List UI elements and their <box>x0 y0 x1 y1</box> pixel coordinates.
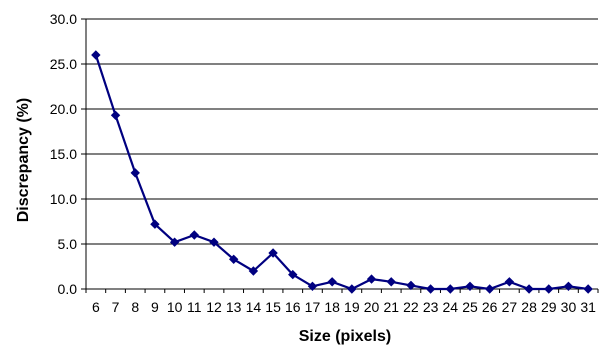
x-tick-label: 22 <box>403 299 419 315</box>
data-point-marker <box>150 219 160 229</box>
data-point-marker <box>504 277 515 287</box>
y-tick-label: 0.0 <box>58 281 78 297</box>
data-point-marker <box>307 281 318 292</box>
data-point-marker <box>425 284 436 294</box>
y-tick-labels: 0.0 5.0 10.0 15.0 20.0 25.0 30.0 <box>50 11 77 297</box>
data-point-marker <box>465 281 475 292</box>
x-axis-title: Size (pixels) <box>299 328 391 345</box>
y-tick-label: 5.0 <box>58 236 78 252</box>
data-point-marker <box>110 110 121 121</box>
x-tick-label: 17 <box>305 299 321 315</box>
y-axis-title: Discrepancy (%) <box>15 98 32 223</box>
data-point-marker <box>189 230 200 240</box>
x-tick-label: 24 <box>443 299 459 315</box>
data-point-marker <box>524 284 534 294</box>
data-point-marker <box>169 237 180 247</box>
gridlines <box>86 18 598 290</box>
x-tick-label: 8 <box>131 299 139 315</box>
x-tick-label: 9 <box>151 299 159 315</box>
x-tick-label: 29 <box>541 299 557 315</box>
x-tick-label: 28 <box>521 299 537 315</box>
data-point-marker <box>366 274 377 284</box>
x-tick-label: 6 <box>92 299 100 315</box>
data-point-marker <box>268 248 278 258</box>
y-tick-label: 10.0 <box>50 191 77 207</box>
data-point-marker <box>130 168 140 178</box>
data-point-marker <box>228 254 239 265</box>
x-tick-label: 13 <box>226 299 242 315</box>
data-point-marker <box>288 269 298 280</box>
x-tick-label: 14 <box>246 299 262 315</box>
x-tick-label: 7 <box>112 299 120 315</box>
data-point-marker <box>347 284 357 294</box>
data-point-marker <box>406 280 416 291</box>
y-tick-label: 20.0 <box>50 101 77 117</box>
data-point-marker <box>484 284 495 294</box>
x-tick-label: 18 <box>324 299 340 315</box>
x-tick-label: 30 <box>561 299 577 315</box>
x-tick-label: 27 <box>502 299 518 315</box>
y-tick-label: 30.0 <box>50 11 77 27</box>
x-tick-label: 23 <box>423 299 439 315</box>
data-point-marker <box>248 266 259 276</box>
y-tick-label: 25.0 <box>50 56 77 72</box>
x-tick-label: 26 <box>482 299 498 315</box>
data-point-marker <box>445 284 456 294</box>
x-tick-label: 19 <box>344 299 360 315</box>
data-series <box>91 50 593 294</box>
y-tick-label: 15.0 <box>50 146 77 162</box>
data-point-marker <box>386 277 396 287</box>
data-point-marker <box>563 281 574 292</box>
x-tick-label: 20 <box>364 299 380 315</box>
x-tick-label: 10 <box>167 299 183 315</box>
x-tick-labels: 6 7 8 9 10 11 12 13 14 15 16 17 18 19 20 21 22 23 24 25 26 27… <box>92 299 596 315</box>
x-tick-label: 31 <box>580 299 596 315</box>
data-point-marker <box>209 237 219 247</box>
x-tick-label: 11 <box>187 299 202 315</box>
x-tick-label: 15 <box>265 299 281 315</box>
x-tick-label: 16 <box>285 299 301 315</box>
series-line <box>94 54 589 291</box>
data-point-marker <box>544 284 554 294</box>
data-point-marker <box>583 284 593 294</box>
x-tick-label: 25 <box>462 299 478 315</box>
data-point-marker <box>91 50 101 60</box>
x-tick-label: 21 <box>383 299 399 315</box>
data-point-marker <box>327 277 337 287</box>
axes <box>81 18 599 293</box>
x-tick-label: 12 <box>206 299 222 315</box>
